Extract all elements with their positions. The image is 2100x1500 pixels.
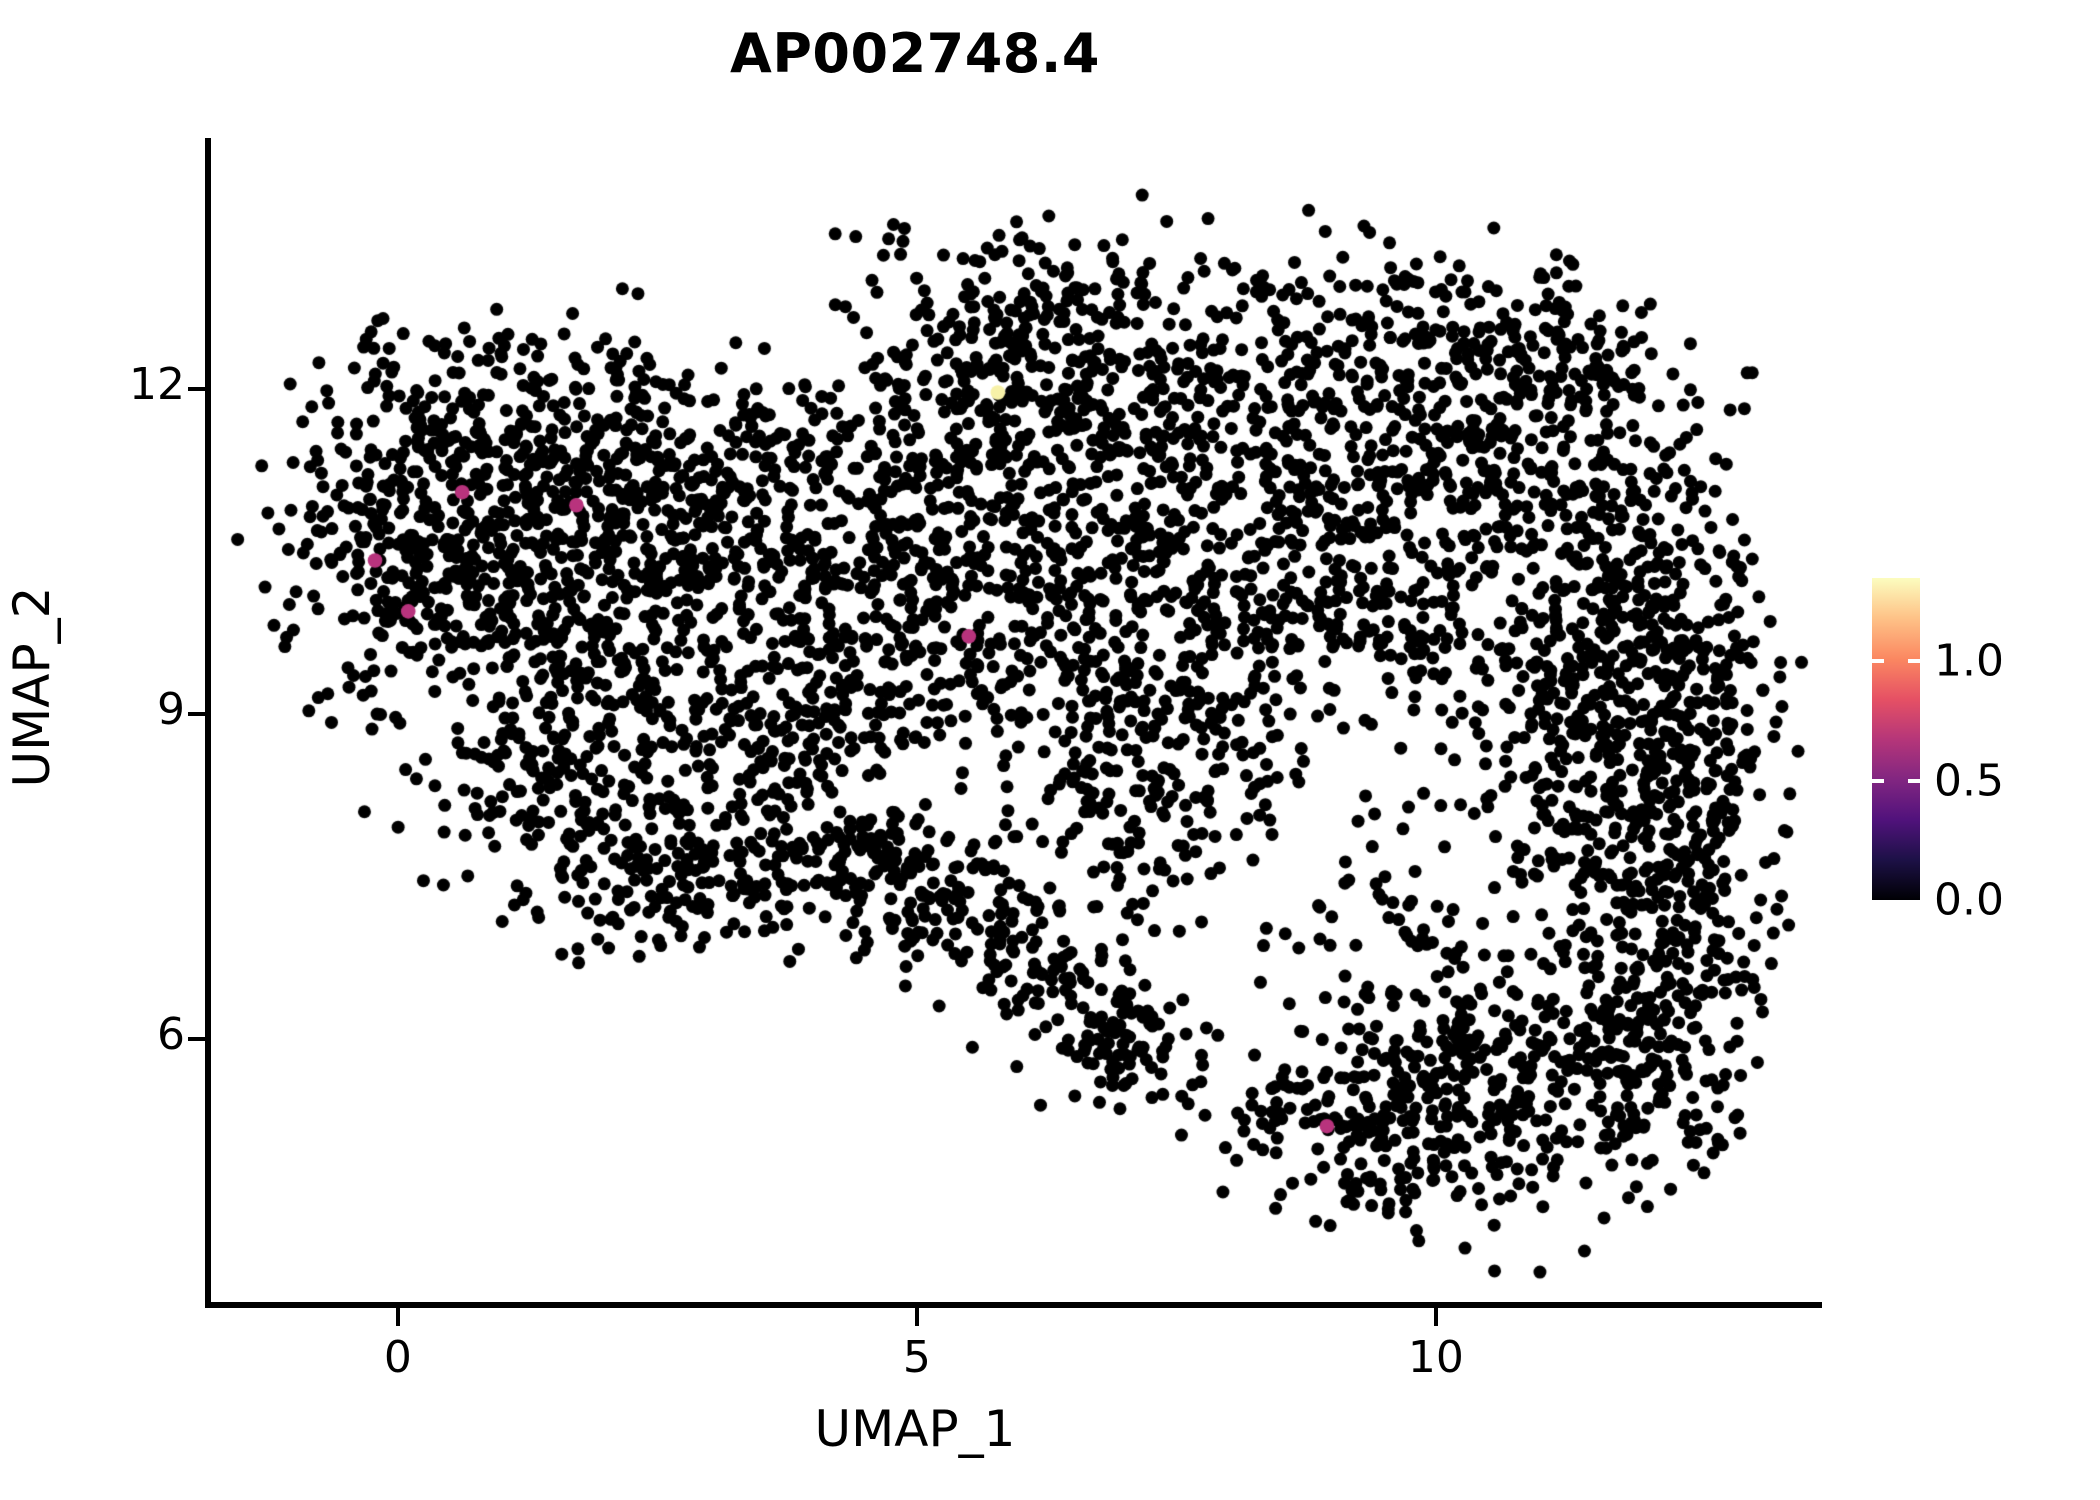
colorbar-tick-mark: [1908, 778, 1920, 783]
colorbar-gradient: [1872, 578, 1920, 900]
y-axis-spine: [205, 138, 211, 1308]
x-tick-mark: [914, 1308, 919, 1326]
y-tick-label: 6: [157, 1009, 185, 1061]
x-tick-label: 0: [383, 1332, 412, 1383]
x-axis-spine: [205, 1302, 1822, 1308]
page-title: AP002748.4: [730, 22, 1100, 85]
y-tick-label: 9: [157, 684, 185, 736]
colorbar-tick-mark: [1908, 659, 1920, 664]
x-tick-mark: [395, 1308, 400, 1326]
x-tick-mark: [1433, 1308, 1438, 1326]
colorbar-tick-label: 0.0: [1934, 874, 2004, 926]
colorbar-tick-mark: [1872, 659, 1884, 664]
y-tick-mark: [188, 1037, 206, 1042]
y-tick-mark: [188, 712, 206, 717]
colorbar-tick-label: 1.0: [1934, 635, 2004, 687]
x-axis-label: UMAP_1: [814, 1400, 1016, 1458]
y-tick-label: 12: [129, 359, 185, 411]
scatter-plot-canvas: [211, 140, 1820, 1305]
x-tick-label: 10: [1407, 1332, 1464, 1383]
colorbar: [1872, 578, 1920, 900]
colorbar-tick-label: 0.5: [1934, 755, 2004, 807]
colorbar-tick-mark: [1872, 778, 1884, 783]
y-tick-mark: [188, 387, 206, 392]
x-tick-label: 5: [902, 1332, 931, 1383]
y-axis-label: UMAP_2: [3, 586, 61, 788]
